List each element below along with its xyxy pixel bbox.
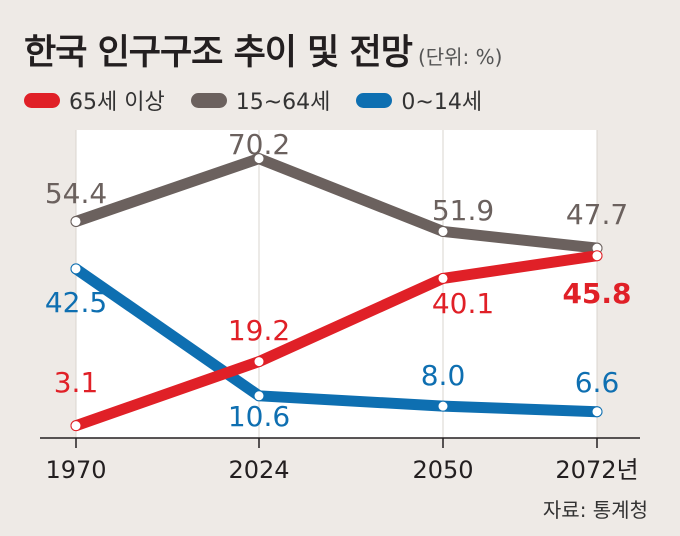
series-line-0: [70, 153, 603, 254]
data-label-1-2: 8.0: [421, 359, 466, 392]
x-tick-label-0: 1970: [45, 456, 106, 484]
data-label-2-1: 19.2: [228, 314, 290, 347]
series-line-2: [70, 250, 603, 432]
data-label-0-0: 54.4: [45, 177, 107, 210]
legend-swatch-65-plus: [24, 92, 60, 108]
data-label-0-3: 47.7: [566, 198, 628, 231]
data-label-1-1: 10.6: [228, 400, 290, 433]
chart-title: 한국 인구구조 추이 및 전망: [24, 33, 413, 73]
data-point-2-0: [70, 420, 82, 432]
data-point-1-2: [437, 400, 449, 412]
legend-item-15-64: 15~64세: [190, 84, 331, 116]
data-point-2-1: [253, 356, 265, 368]
data-label-0-1: 70.2: [228, 128, 290, 161]
plot-area: [76, 130, 597, 438]
chart-header: 한국 인구구조 추이 및 전망 (단위: %): [24, 24, 502, 75]
legend-label-15-64: 15~64세: [235, 90, 331, 115]
legend-item-65-plus: 65세 이상: [24, 84, 165, 116]
data-point-0-2: [437, 225, 449, 237]
x-tick-label-2: 2050: [412, 456, 473, 484]
legend-swatch-15-64: [190, 92, 227, 108]
data-label-2-0: 3.1: [54, 366, 99, 399]
data-point-1-1: [253, 390, 265, 402]
data-point-1-3: [591, 406, 603, 418]
x-tick-label-1: 2024: [228, 456, 289, 484]
data-label-1-3: 6.6: [575, 366, 620, 399]
unit-label: (단위: %): [417, 45, 503, 69]
data-point-2-2: [437, 272, 449, 284]
data-label-1-0: 42.5: [45, 286, 107, 319]
legend: 65세 이상 15~64세 0~14세: [24, 84, 508, 116]
data-label-0-2: 51.9: [432, 194, 494, 227]
data-label-2-3: 45.8: [562, 277, 631, 310]
legend-swatch-0-14: [356, 92, 393, 108]
x-tick-label-3: 2072년: [555, 456, 638, 484]
legend-item-0-14: 0~14세: [356, 84, 482, 116]
data-point-0-1: [253, 153, 265, 165]
data-point-0-0: [70, 215, 82, 227]
data-point-1-0: [70, 263, 82, 275]
series-line-1: [70, 263, 603, 418]
data-label-2-2: 40.1: [432, 287, 494, 320]
legend-label-65-plus: 65세 이상: [69, 90, 165, 115]
data-point-2-3: [591, 250, 603, 262]
legend-label-0-14: 0~14세: [401, 90, 483, 115]
source-note: 자료: 통계청: [542, 498, 648, 522]
